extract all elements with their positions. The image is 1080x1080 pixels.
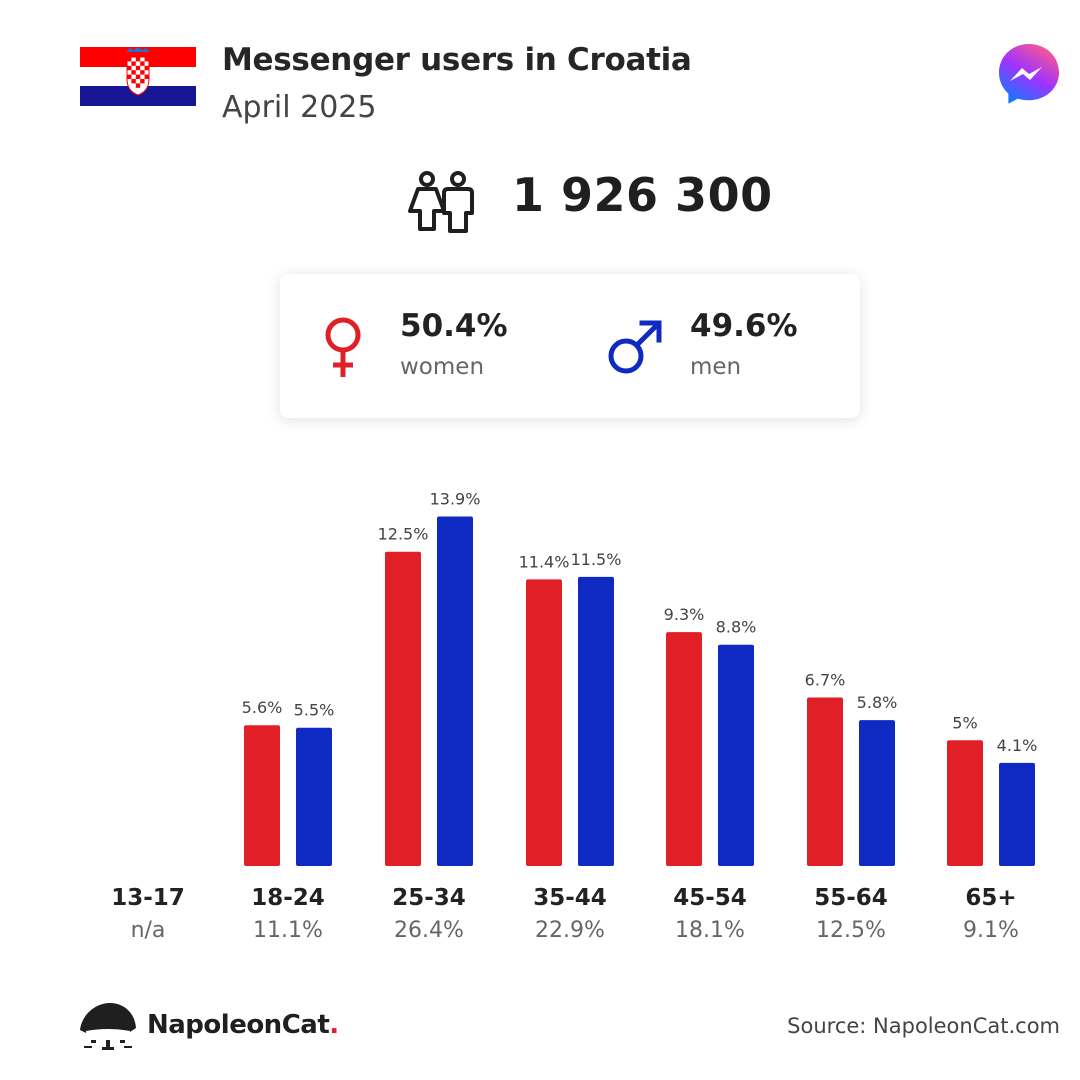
women-bar-label-25-34: 12.5% bbox=[378, 525, 429, 544]
women-label: women bbox=[400, 354, 485, 380]
age-category-total: 22.9% bbox=[535, 918, 605, 943]
women-bar-25-34 bbox=[385, 551, 421, 866]
age-category-total: n/a bbox=[130, 918, 166, 943]
men-bar-label-65+: 4.1% bbox=[997, 736, 1038, 755]
female-symbol-icon bbox=[325, 317, 361, 377]
age-category-label: 65+ bbox=[965, 885, 1017, 911]
page-subtitle: April 2025 bbox=[222, 90, 377, 125]
age-category-total: 12.5% bbox=[816, 918, 886, 943]
total-users-value: 1 926 300 bbox=[512, 168, 773, 222]
women-bar-label-65+: 5% bbox=[952, 713, 977, 732]
men-bar-45-54 bbox=[718, 644, 754, 866]
women-bar-label-18-24: 5.6% bbox=[242, 698, 283, 717]
men-bar-label-45-54: 8.8% bbox=[716, 618, 757, 637]
messenger-icon bbox=[999, 44, 1059, 104]
men-bar-25-34 bbox=[437, 516, 473, 866]
age-category-label: 25-34 bbox=[392, 885, 466, 911]
men-label: men bbox=[690, 354, 742, 380]
male-symbol-icon bbox=[608, 320, 662, 374]
women-percentage: 50.4% bbox=[400, 308, 508, 344]
napoleoncat-logo-icon bbox=[80, 1003, 136, 1050]
men-bar-label-18-24: 5.5% bbox=[294, 701, 335, 720]
men-bar-label-55-64: 5.8% bbox=[857, 693, 898, 712]
age-category-total: 11.1% bbox=[253, 918, 323, 943]
women-bar-label-55-64: 6.7% bbox=[805, 671, 846, 690]
men-bar-35-44 bbox=[578, 576, 614, 866]
men-bar-18-24 bbox=[296, 727, 332, 866]
women-bar-18-24 bbox=[244, 725, 280, 866]
men-bar-label-25-34: 13.9% bbox=[430, 490, 481, 509]
age-category-total: 26.4% bbox=[394, 918, 464, 943]
women-bar-label-45-54: 9.3% bbox=[664, 605, 705, 624]
brand-text: NapoleonCat bbox=[147, 1010, 330, 1040]
women-bar-65+ bbox=[947, 740, 983, 866]
women-bar-55-64 bbox=[807, 697, 843, 866]
women-bar-label-35-44: 11.4% bbox=[519, 552, 570, 571]
brand-name: NapoleonCat. bbox=[147, 1010, 339, 1040]
age-category-total: 18.1% bbox=[675, 918, 745, 943]
men-percentage: 49.6% bbox=[690, 308, 798, 344]
age-category-label: 13-17 bbox=[111, 885, 185, 911]
page-title: Messenger users in Croatia bbox=[222, 42, 692, 78]
gender-breakdown-card: 50.4% women 49.6% men bbox=[280, 274, 860, 418]
men-bar-65+ bbox=[999, 762, 1035, 866]
age-category-total: 9.1% bbox=[963, 918, 1019, 943]
users-icon bbox=[408, 171, 474, 233]
age-category-label: 35-44 bbox=[533, 885, 607, 911]
women-bar-45-54 bbox=[666, 632, 702, 866]
brand-dot: . bbox=[329, 1010, 339, 1040]
croatia-flag-icon bbox=[80, 47, 196, 106]
men-bar-label-35-44: 11.5% bbox=[571, 550, 622, 569]
women-bar-35-44 bbox=[526, 579, 562, 866]
age-gender-bar-chart: 5.6% 5.5% 12.5%13.9% 11.4% 11.5% 9.3% 8.8% 6.7%… bbox=[242, 490, 1038, 866]
age-category-label: 55-64 bbox=[814, 885, 888, 911]
source-text: Source: NapoleonCat.com bbox=[787, 1014, 1060, 1038]
age-category-label: 45-54 bbox=[673, 885, 747, 911]
men-bar-55-64 bbox=[859, 720, 895, 866]
age-category-label: 18-24 bbox=[251, 885, 325, 911]
